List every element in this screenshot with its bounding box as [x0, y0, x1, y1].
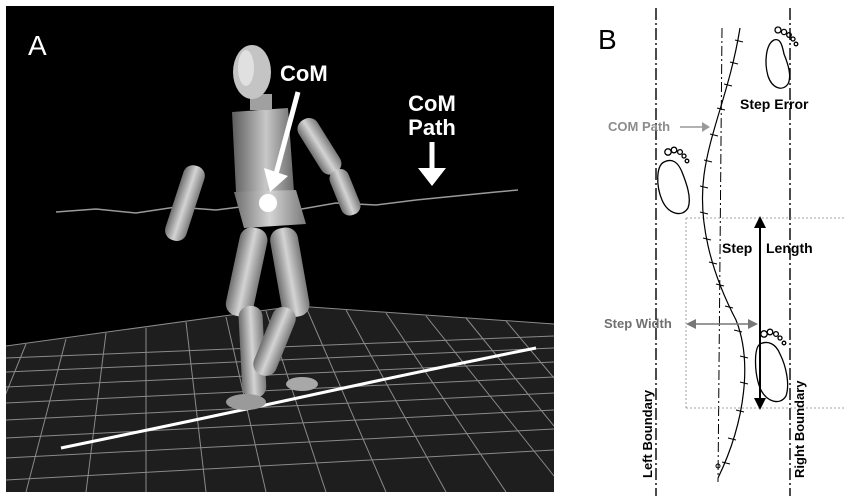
- com-path-label: CoM Path: [408, 91, 456, 140]
- footprint-icon: [657, 26, 799, 403]
- com-label: CoM: [280, 61, 328, 86]
- floor-com-path: [60, 346, 537, 450]
- step-label: Step: [722, 240, 753, 256]
- panel-a-scene: [6, 45, 554, 492]
- com-path-arrow: [418, 142, 446, 186]
- step-boxes: [685, 217, 844, 409]
- length-label: Length: [766, 240, 813, 256]
- step-width-arrow: [686, 319, 758, 329]
- panel-b-diagram: [560, 0, 850, 500]
- panel-a-label: A: [28, 30, 47, 61]
- step-width-label: Step Width: [604, 316, 672, 331]
- left-boundary-label: Left Boundary: [640, 389, 655, 478]
- com-arrow: [264, 91, 301, 192]
- floor-grid: [6, 305, 554, 492]
- step-length-arrow: [754, 216, 766, 410]
- right-boundary-label: Right Boundary: [792, 380, 807, 479]
- step-error-label: Step Error: [740, 96, 809, 112]
- com-path-label-b: COM Path: [608, 119, 671, 134]
- com-marker: [259, 194, 277, 212]
- panel-b-schematic: [655, 8, 844, 496]
- com-curve: [701, 27, 746, 479]
- panel-b-label: B: [598, 24, 617, 55]
- com-path-pointer: [680, 122, 710, 132]
- walking-figure: [165, 45, 361, 410]
- com-ticks: [699, 39, 749, 465]
- panel-a-simulation: A CoM CoM Path: [6, 6, 554, 492]
